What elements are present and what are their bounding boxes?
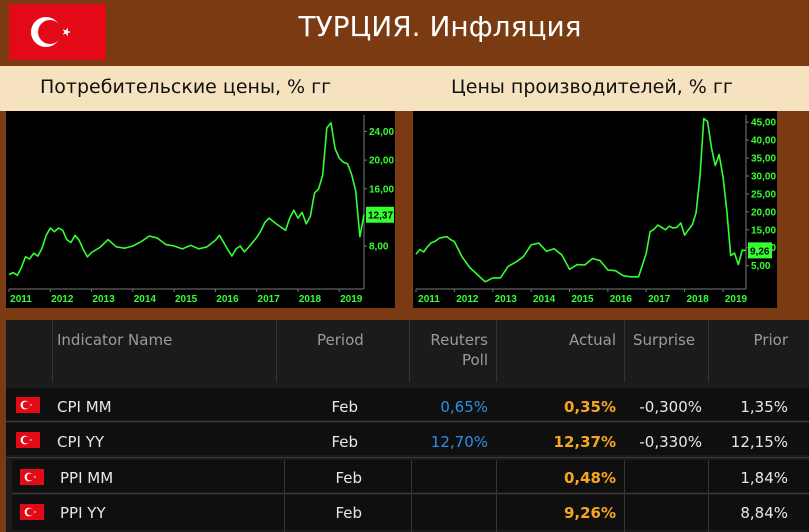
column-divider [496,460,497,532]
header-actual[interactable]: Actual [569,331,616,349]
table-row[interactable] [6,388,809,420]
column-divider [409,320,410,382]
row-period: Feb [331,433,358,451]
row-indicator-name: CPI YY [57,433,105,451]
cpi-chart-title: Потребительские цены, % гг [40,76,332,98]
row-reuters-poll: 0,65% [440,398,488,416]
row-actual: 0,35% [563,398,616,416]
row-divider [12,493,809,494]
y-tick-label: 25,00 [751,189,776,200]
last-value-tag [748,242,772,259]
header-indicator-name[interactable]: Indicator Name [57,331,173,349]
last-value-label: 12,37 [368,211,393,222]
x-tick-label: 2014 [134,294,157,305]
column-divider [276,320,277,382]
x-tick-label: 2013 [495,294,518,305]
header-prior[interactable]: Prior [753,331,788,349]
y-tick-label: 8,00 [369,242,389,253]
y-tick-label: 35,00 [751,154,776,165]
column-divider [624,460,625,532]
last-value-tag [366,206,394,223]
row-prior: 8,84% [740,504,788,522]
turkey-flag-icon [9,4,106,60]
x-tick-label: 2015 [175,294,198,305]
ppi-chart: 45,0040,0035,0030,0025,0020,0015,0010,00… [413,111,777,308]
row-actual: 12,37% [553,433,616,451]
x-tick-label: 2012 [51,294,74,305]
y-tick-label: 45,00 [751,118,776,129]
chart-titles-band [0,66,809,111]
page-title: ТУРЦИЯ. Инфляция [298,10,582,43]
row-surprise: -0,330% [639,433,702,451]
turkey-flag-icon [16,432,40,448]
last-value-label: 9,26 [750,246,770,257]
table-row[interactable] [12,495,809,530]
x-tick-label: 2011 [418,294,440,305]
column-divider [708,320,709,382]
turkey-flag-icon [16,397,40,413]
header-period[interactable]: Period [317,331,364,349]
row-reuters-poll: 12,70% [430,433,488,451]
row-actual: 9,26% [563,504,616,522]
table-top-band [0,308,809,320]
x-tick-label: 2015 [571,294,594,305]
row-indicator-name: CPI MM [57,398,112,416]
header-reuters-poll[interactable]: Reuters Poll [416,330,488,370]
row-period: Feb [331,398,358,416]
row-divider [6,457,809,458]
header-band [0,0,809,66]
x-tick-label: 2017 [648,294,671,305]
series-line [8,122,365,277]
x-tick-label: 2012 [456,294,479,305]
series-line [415,117,746,283]
x-tick-label: 2018 [686,294,709,305]
y-tick-label: 15,00 [751,225,776,236]
x-tick-label: 2016 [610,294,633,305]
ppi-chart-title: Цены производителей, % гг [451,76,733,98]
x-tick-label: 2019 [340,294,363,305]
column-divider [624,320,625,382]
x-tick-label: 2013 [92,294,115,305]
y-tick-label: 20,00 [369,156,394,167]
row-actual: 0,48% [563,469,616,487]
table-row[interactable] [12,460,809,492]
x-tick-label: 2016 [216,294,239,305]
column-divider [496,320,497,382]
row-indicator-name: PPI MM [60,469,114,487]
x-tick-label: 2014 [533,294,556,305]
column-divider [411,460,412,532]
cpi-chart: 24,00 20,00 16,00 12,37 8,00 2011 2012 2013 2014… [6,111,395,308]
row-period: Feb [335,469,362,487]
table-row[interactable] [6,423,809,455]
row-prior: 12,15% [730,433,788,451]
y-tick-label: 5,00 [751,261,771,272]
row-prior: 1,84% [740,469,788,487]
row-prior: 1,35% [740,398,788,416]
turkey-flag-icon [20,469,44,485]
y-tick-label: 16,00 [369,184,394,195]
y-tick-label: 40,00 [751,136,776,147]
column-divider [284,460,285,532]
x-tick-label: 2019 [725,294,748,305]
row-divider [6,421,809,422]
data-table: Indicator Name Period Reuters Poll Actua… [6,320,809,532]
y-tick-label: 24,00 [369,127,394,138]
x-tick-label: 2011 [10,294,32,305]
column-divider [708,460,709,532]
y-tick-label: 30,00 [751,171,776,182]
header-reuters-poll-line2: Poll [461,351,488,369]
row-surprise: -0,300% [639,398,702,416]
x-tick-label: 2017 [258,294,281,305]
column-divider [52,320,53,382]
row-indicator-name: PPI YY [60,504,106,522]
y-tick-label: 20,00 [751,207,776,218]
row-period: Feb [335,504,362,522]
turkey-flag-icon [20,504,44,520]
header-reuters-poll-line1: Reuters [430,331,488,349]
x-tick-label: 2018 [299,294,322,305]
header-surprise[interactable]: Surprise [633,331,696,349]
